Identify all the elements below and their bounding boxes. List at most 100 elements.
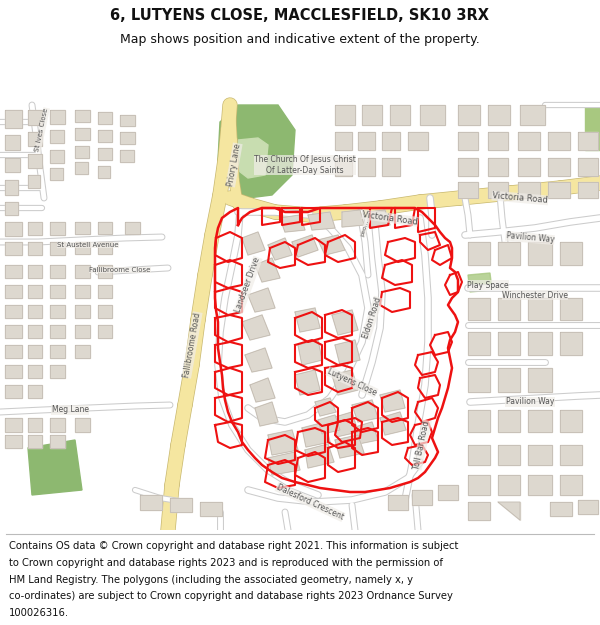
Polygon shape [75,162,88,174]
Polygon shape [468,475,490,495]
Polygon shape [120,150,134,162]
Polygon shape [380,390,405,412]
Polygon shape [488,182,508,198]
Polygon shape [528,475,552,495]
Polygon shape [5,305,22,318]
Text: 6, LUTYENS CLOSE, MACCLESFIELD, SK10 3RX: 6, LUTYENS CLOSE, MACCLESFIELD, SK10 3RX [110,8,490,22]
Polygon shape [358,132,375,150]
Text: The Church Of Jesus Christ
Of Latter-Day Saints: The Church Of Jesus Christ Of Latter-Day… [254,155,356,175]
Polygon shape [5,285,22,298]
Polygon shape [342,210,364,227]
Polygon shape [468,445,490,465]
Polygon shape [242,315,270,340]
Polygon shape [498,332,520,355]
Polygon shape [75,110,90,122]
Polygon shape [98,265,112,278]
Polygon shape [408,132,428,150]
Polygon shape [382,132,400,150]
Polygon shape [28,440,82,495]
Polygon shape [468,368,490,392]
Polygon shape [295,308,320,332]
Text: Winchester Drive: Winchester Drive [502,291,568,299]
Polygon shape [362,105,382,125]
Polygon shape [75,242,90,254]
Polygon shape [578,500,598,514]
Polygon shape [498,298,520,320]
Polygon shape [578,158,598,176]
Polygon shape [28,365,42,378]
Polygon shape [528,368,552,392]
Polygon shape [420,105,445,125]
Polygon shape [242,232,265,255]
Polygon shape [380,412,406,435]
Polygon shape [50,418,65,432]
Polygon shape [388,495,408,510]
Polygon shape [28,110,42,125]
Polygon shape [468,273,492,292]
Polygon shape [528,298,552,320]
Text: Contains OS data © Crown copyright and database right 2021. This information is : Contains OS data © Crown copyright and d… [9,541,458,551]
Polygon shape [75,345,90,358]
Polygon shape [560,332,582,355]
Text: Lutyens Close: Lutyens Close [326,367,378,398]
Text: HM Land Registry. The polygons (including the associated geometry, namely x, y: HM Land Registry. The polygons (includin… [9,574,413,584]
Polygon shape [358,158,375,176]
Polygon shape [75,146,89,158]
Polygon shape [5,135,20,150]
Polygon shape [518,132,540,150]
Text: Eldon Road: Eldon Road [361,296,383,340]
Polygon shape [548,158,570,176]
Text: Victoria Road: Victoria Road [492,191,548,205]
Text: 100026316.: 100026316. [9,608,69,618]
Polygon shape [335,105,355,125]
Polygon shape [268,238,292,260]
Polygon shape [50,325,65,338]
Polygon shape [120,132,135,144]
Polygon shape [268,452,300,475]
Polygon shape [518,182,540,198]
Polygon shape [50,242,65,255]
Polygon shape [170,498,192,512]
Polygon shape [268,430,298,455]
Polygon shape [5,345,22,358]
Polygon shape [28,242,42,255]
Polygon shape [468,298,490,320]
Polygon shape [5,435,22,448]
Polygon shape [318,415,340,434]
Polygon shape [120,115,135,126]
Polygon shape [468,332,490,355]
Polygon shape [298,340,322,365]
Polygon shape [75,305,90,318]
Polygon shape [28,385,42,398]
Polygon shape [498,475,520,495]
Polygon shape [50,345,65,358]
Polygon shape [458,182,478,198]
Polygon shape [468,410,490,432]
Polygon shape [390,105,410,125]
Polygon shape [75,222,90,234]
Polygon shape [528,242,552,265]
Polygon shape [280,215,305,232]
Polygon shape [352,400,378,422]
Polygon shape [352,422,378,444]
Polygon shape [255,258,280,282]
Polygon shape [28,285,42,298]
Text: Play Space: Play Space [467,281,509,289]
Text: Pavilion Way: Pavilion Way [506,398,554,406]
Text: Map shows position and indicative extent of the property.: Map shows position and indicative extent… [120,34,480,46]
Polygon shape [315,398,336,416]
Polygon shape [488,158,508,176]
Polygon shape [528,332,552,355]
Polygon shape [50,130,64,143]
Polygon shape [75,285,90,298]
Polygon shape [248,288,275,312]
Polygon shape [50,222,65,235]
Polygon shape [28,265,42,278]
Polygon shape [5,418,22,432]
Text: Victoria Road: Victoria Road [362,209,418,226]
Polygon shape [28,175,40,188]
Polygon shape [50,265,65,278]
Polygon shape [382,158,400,176]
Polygon shape [438,485,458,500]
Polygon shape [98,285,112,298]
